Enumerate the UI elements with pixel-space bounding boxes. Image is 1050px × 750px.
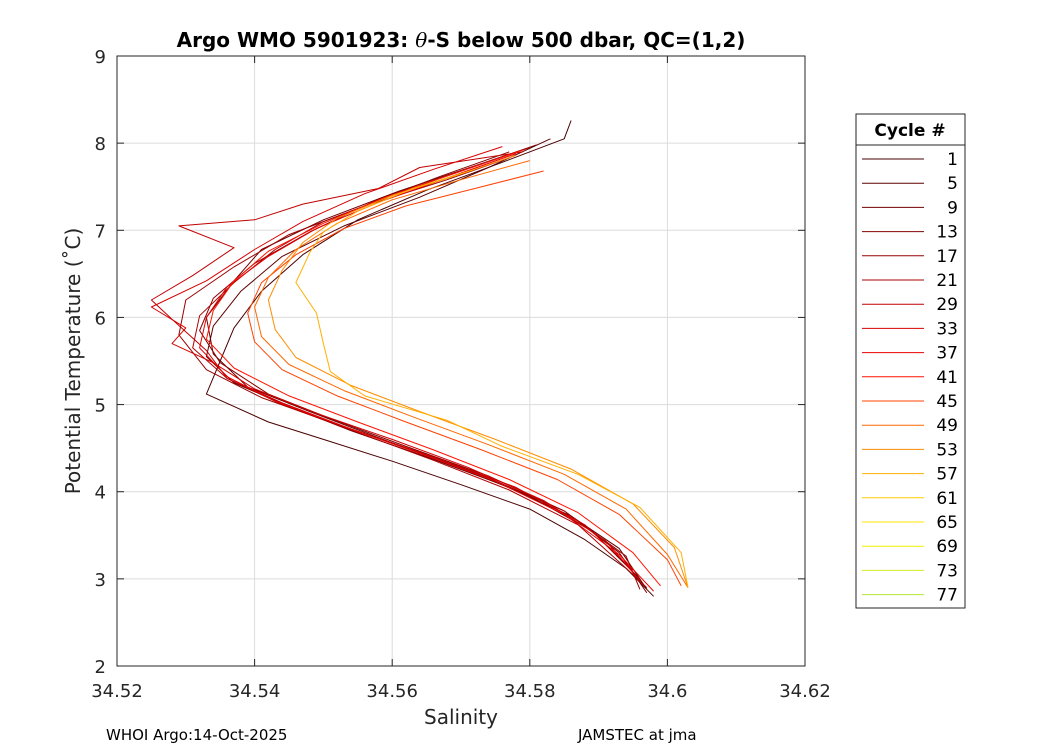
legend-label: 1 — [947, 150, 958, 170]
y-tick-label: 3 — [95, 570, 106, 591]
y-tick-label: 9 — [95, 47, 106, 68]
x-axis-label: Salinity — [424, 705, 498, 729]
legend-label: 21 — [936, 271, 958, 291]
x-tick-label: 34.6 — [647, 681, 687, 702]
legend-box — [855, 113, 966, 609]
series-line-cycle-45 — [247, 170, 682, 587]
x-tick-label: 34.54 — [229, 681, 281, 702]
legend-label: 73 — [936, 561, 958, 581]
y-axis-label: Potential Temperature (˚C) — [61, 228, 85, 495]
legend-label: 49 — [936, 416, 958, 436]
series-line-cycle-29 — [150, 151, 634, 571]
series-line-cycle-53 — [267, 154, 689, 588]
chart-title: Argo WMO 5901923: θ-S below 500 dbar, QC… — [177, 28, 746, 52]
legend-label: 5 — [947, 174, 958, 194]
legend-label: 53 — [936, 440, 958, 460]
legend-label: 33 — [936, 319, 958, 339]
legend-label: 69 — [936, 537, 958, 557]
y-tick-label: 8 — [95, 134, 106, 155]
legend-label: 65 — [936, 513, 958, 533]
legend-label: 61 — [936, 489, 958, 509]
y-tick-label: 2 — [95, 657, 106, 678]
legend-label: 57 — [936, 465, 958, 485]
axis-ticks: 34.52 34.54 34.56 34.58 34.6 34.62 2 3 4 5 6 7 8 9 — [91, 47, 831, 702]
series-line-cycle-37 — [199, 153, 654, 592]
series-line-cycle-41 — [205, 149, 661, 587]
y-tick-label: 7 — [95, 221, 106, 242]
legend-label: 77 — [936, 586, 958, 606]
y-tick-label: 4 — [95, 483, 106, 504]
x-tick-label: 34.62 — [779, 681, 831, 702]
legend-label: 45 — [936, 392, 958, 412]
x-tick-label: 34.52 — [91, 681, 143, 702]
series-line-cycle-49 — [254, 160, 689, 588]
grid-lines — [117, 56, 805, 666]
legend-label: 13 — [936, 223, 958, 243]
footer-credit-left: WHOI Argo:14-Oct-2025 — [106, 726, 288, 744]
plot-area — [117, 56, 805, 666]
plot-frame — [116, 55, 806, 667]
legend-label: 9 — [947, 198, 958, 218]
legend-label: 41 — [936, 368, 958, 388]
footer-credit-right: JAMSTEC at jma — [578, 726, 697, 744]
legend: Cycle # 1 5 9 13 17 21 29 33 37 41 45 49 53 57 61 65 69 7… — [855, 113, 966, 609]
y-tick-label: 6 — [95, 308, 106, 329]
series-lines — [150, 120, 689, 597]
series-line-cycle-33 — [150, 146, 641, 581]
legend-label: 37 — [936, 344, 958, 364]
legend-title: Cycle # — [874, 121, 945, 141]
series-line-cycle-57 — [295, 168, 689, 588]
legend-label: 17 — [936, 247, 958, 267]
x-tick-label: 34.56 — [366, 681, 418, 702]
legend-label: 29 — [936, 295, 958, 315]
x-tick-label: 34.58 — [504, 681, 556, 702]
y-tick-label: 5 — [95, 396, 106, 417]
